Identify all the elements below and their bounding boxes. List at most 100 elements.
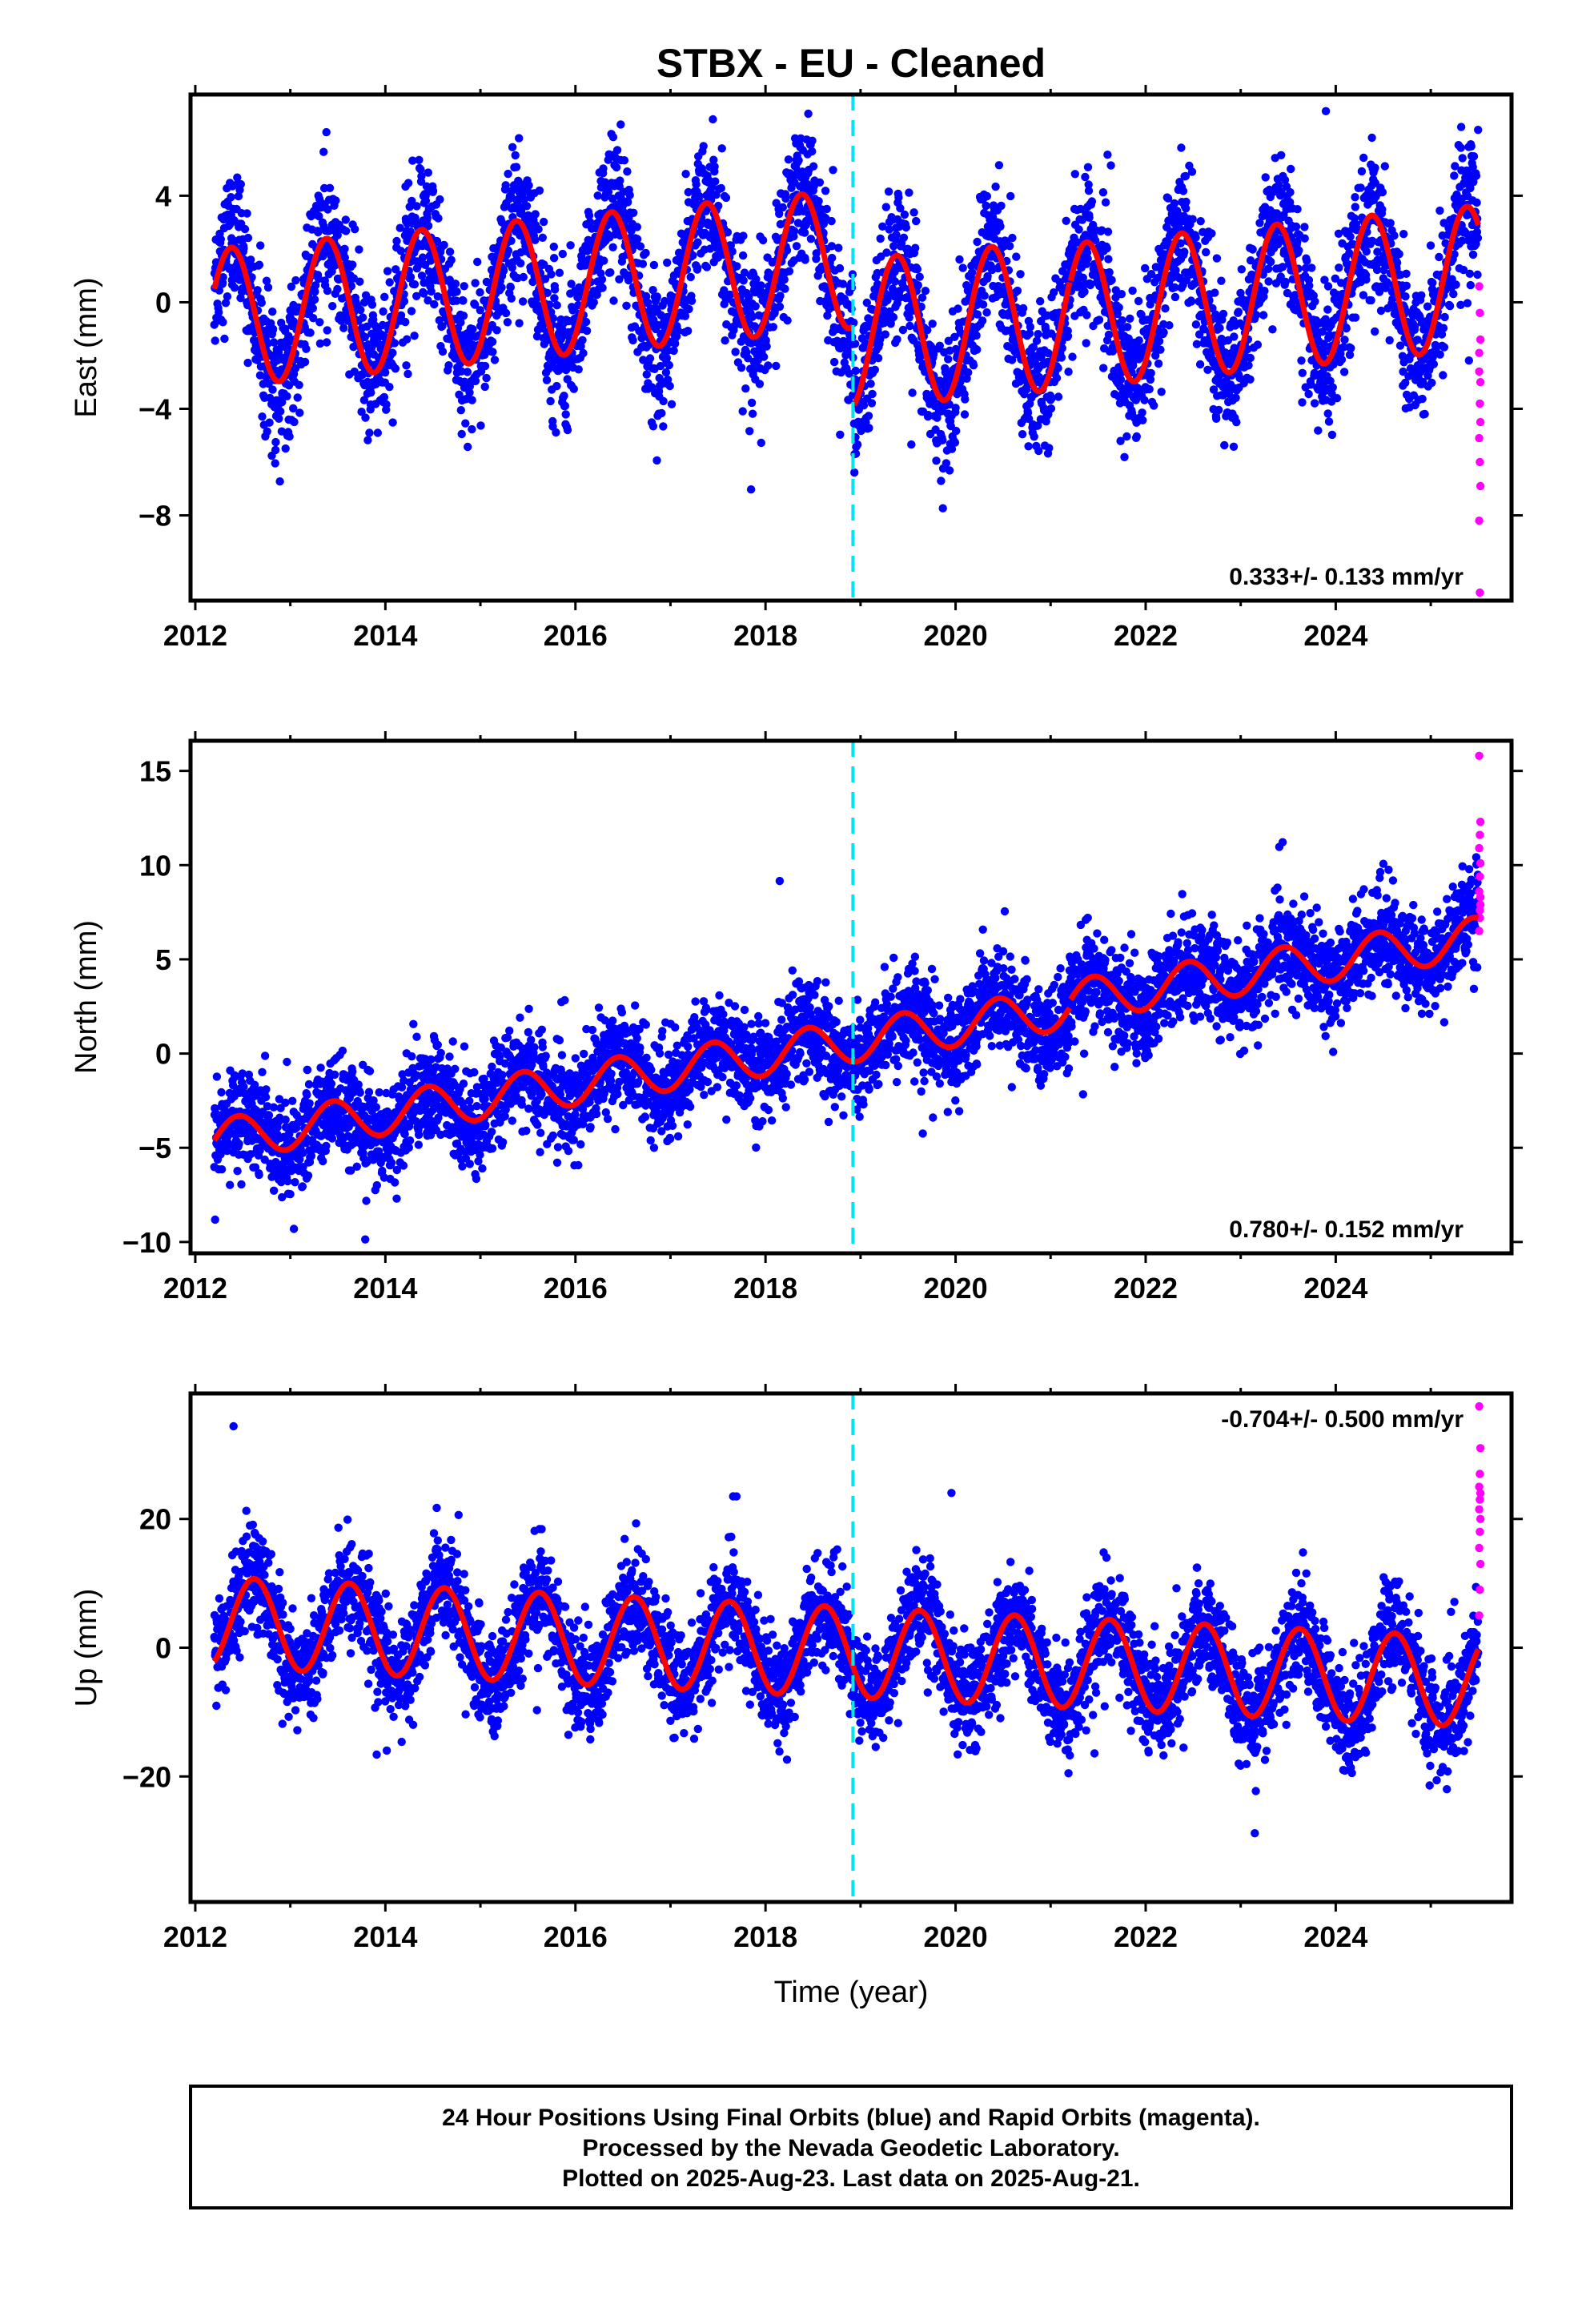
data-point [552,381,561,391]
data-point [1107,275,1116,284]
data-point [250,1080,259,1089]
data-point [333,284,342,294]
rapid-point [1475,348,1484,357]
data-point [1303,256,1311,265]
data-point [303,1171,313,1180]
data-point [322,338,331,347]
data-point [253,286,262,295]
data-point [1329,360,1338,369]
data-point [347,282,356,291]
data-point [1402,269,1411,278]
data-point [717,144,726,153]
data-point [1085,213,1094,222]
data-point [504,246,513,255]
data-point [311,287,319,296]
data-point [506,283,515,292]
data-point [355,277,364,286]
data-point [994,161,1004,170]
data-point [1094,316,1104,324]
x-tick-label: 2012 [163,619,227,652]
data-point [1428,278,1437,287]
data-point [1045,444,1054,452]
data-point [1243,344,1252,354]
data-point [629,208,638,217]
data-point [428,187,438,195]
data-point [652,456,661,465]
data-point [870,365,880,374]
data-point [1084,180,1093,189]
data-point [1473,270,1482,279]
data-point [1034,330,1042,339]
data-point [1298,398,1307,407]
data-point [268,324,278,334]
data-point [950,332,959,341]
data-point [912,216,921,226]
data-point [702,263,712,271]
data-point [821,187,830,195]
data-point [1063,332,1073,340]
data-point [219,318,227,327]
data-point [1007,356,1017,364]
data-point [433,292,442,301]
data-point [275,1095,284,1104]
data-point [1220,440,1229,450]
data-point [982,201,990,211]
data-point [421,196,431,205]
data-point [333,231,342,239]
data-point [501,308,511,318]
data-point [424,168,432,177]
data-point [512,163,521,171]
data-point [471,300,480,309]
data-point [1008,233,1017,243]
data-point [581,317,591,327]
data-point [996,222,1005,231]
data-point [599,164,608,173]
data-point [452,296,461,305]
data-point [1310,399,1319,408]
data-point [323,326,331,335]
data-point [725,291,735,300]
data-point [1401,378,1410,388]
rapid-point [1476,308,1484,317]
data-point [488,348,497,356]
rapid-point [1475,433,1484,443]
data-point [1373,247,1382,256]
data-point [1129,361,1138,370]
data-point [1032,336,1042,345]
data-point [739,231,748,240]
rapid-point [1475,367,1484,376]
data-point [876,234,885,243]
data-point [1122,432,1131,441]
data-point [289,1224,299,1233]
data-point [1427,378,1436,388]
data-point [1297,356,1306,365]
figure-title: STBX - EU - Cleaned [656,41,1046,86]
data-point [1098,188,1108,197]
data-point [1435,350,1444,359]
data-point [269,1186,279,1196]
data-point [1339,368,1349,376]
data-point [363,322,371,331]
data-point [1134,336,1143,345]
data-point [216,1150,225,1159]
data-point [268,308,277,316]
data-point [548,314,557,323]
data-point [829,357,839,367]
data-point [360,298,369,307]
data-point [348,260,357,269]
data-point [945,466,954,475]
data-point [812,249,821,258]
data-point [275,477,284,486]
y-tick-label: 4 [155,179,171,212]
data-point [1264,277,1273,286]
data-point [1244,361,1253,370]
data-point [662,353,671,363]
data-point [508,143,517,151]
data-point [268,385,277,394]
data-point [1323,305,1332,314]
data-point [608,243,617,251]
data-point [1261,173,1270,182]
data-point [247,255,255,264]
data-point [323,286,332,296]
data-point [1018,430,1027,439]
